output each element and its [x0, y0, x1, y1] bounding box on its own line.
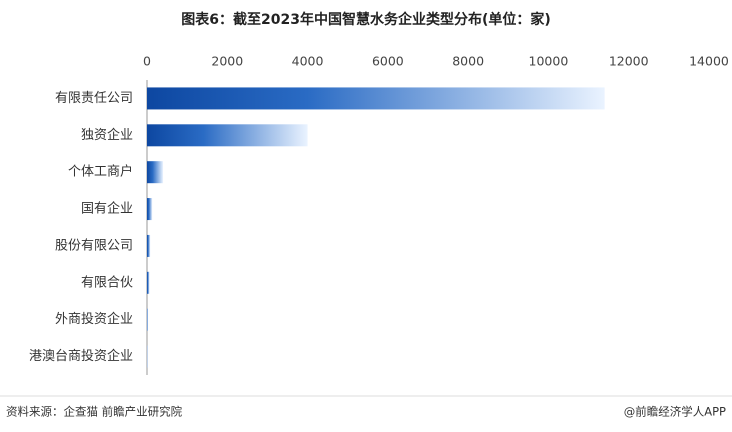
bar	[147, 234, 151, 257]
source-note: 资料来源：企查猫 前瞻产业研究院	[6, 405, 183, 419]
y-tick-label: 国有企业	[81, 201, 133, 217]
credit: @前瞻经济学人APP	[624, 405, 726, 419]
bar	[147, 161, 164, 184]
x-tick-label: 0	[143, 54, 151, 69]
x-tick-label: 2000	[211, 54, 243, 69]
x-tick-label: 14000	[689, 54, 729, 69]
x-tick-label: 6000	[372, 54, 404, 69]
x-tick-label: 12000	[609, 54, 649, 69]
x-tick-label: 4000	[292, 54, 324, 69]
bar	[147, 124, 308, 147]
y-tick-label: 有限合伙	[81, 275, 133, 290]
y-tick-label: 外商投资企业	[55, 311, 133, 327]
y-tick-label: 有限责任公司	[55, 91, 133, 106]
x-tick-label: 8000	[452, 54, 484, 69]
bar	[147, 271, 150, 294]
bar	[147, 308, 148, 331]
y-tick-label: 独资企业	[81, 127, 133, 143]
bar	[147, 87, 605, 110]
bar	[147, 198, 153, 221]
chart-title: 图表6：截至2023年中国智慧水务企业类型分布(单位：家)	[181, 11, 551, 28]
x-tick-label: 10000	[529, 54, 569, 69]
y-tick-label: 个体工商户	[68, 164, 133, 180]
y-tick-label: 港澳台商投资企业	[29, 348, 133, 364]
y-tick-label: 股份有限公司	[55, 238, 133, 253]
